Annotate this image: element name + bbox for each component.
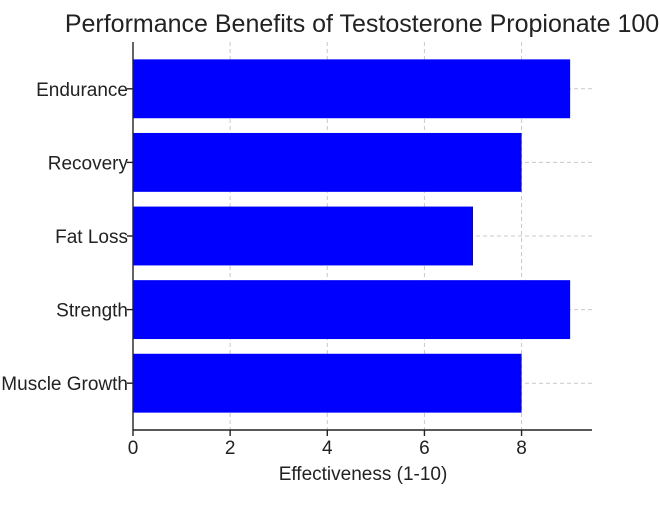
bar-strength <box>133 280 571 340</box>
x-tick-label: 2 <box>225 438 236 459</box>
chart-title: Performance Benefits of Testosterone Pro… <box>65 10 659 38</box>
bar-recovery <box>133 132 522 192</box>
x-tick-label: 4 <box>322 438 333 459</box>
bar-fat-loss <box>133 206 473 266</box>
x-ticks: 0 2 4 6 8 <box>128 430 527 459</box>
x-tick-label: 6 <box>419 438 430 459</box>
bars <box>133 59 571 413</box>
y-ticks: Muscle Growth Strength Fat Loss Recovery End… <box>1 80 133 395</box>
y-tick-label: Muscle Growth <box>1 374 128 395</box>
y-tick-label: Fat Loss <box>55 227 128 248</box>
y-tick-label: Recovery <box>48 153 129 174</box>
x-tick-label: 0 <box>128 438 139 459</box>
bar-muscle-growth <box>133 353 522 413</box>
x-tick-label: 8 <box>516 438 527 459</box>
y-tick-label: Endurance <box>36 80 128 101</box>
x-axis-label: Effectiveness (1-10) <box>279 464 448 485</box>
bar-endurance <box>133 59 571 119</box>
y-tick-label: Strength <box>56 301 128 322</box>
